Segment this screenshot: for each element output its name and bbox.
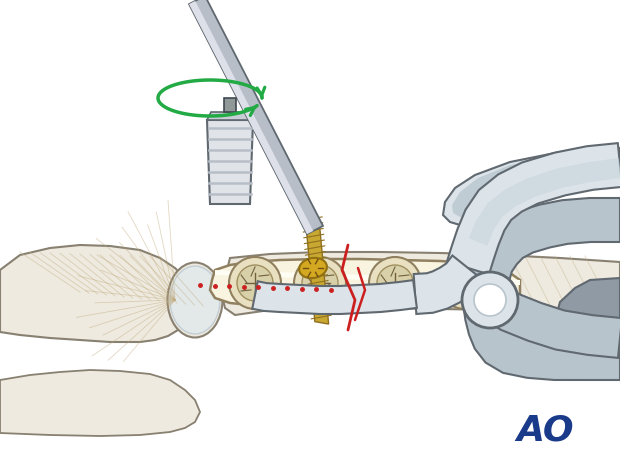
Ellipse shape <box>302 265 338 301</box>
Ellipse shape <box>167 263 223 337</box>
Ellipse shape <box>369 257 421 309</box>
Polygon shape <box>215 270 520 285</box>
Polygon shape <box>480 283 620 358</box>
Polygon shape <box>210 259 520 306</box>
Circle shape <box>462 272 518 328</box>
Text: AO: AO <box>516 413 574 447</box>
Polygon shape <box>224 98 236 112</box>
Polygon shape <box>447 143 620 274</box>
Polygon shape <box>189 1 313 234</box>
Ellipse shape <box>377 265 413 301</box>
Polygon shape <box>463 198 620 380</box>
Ellipse shape <box>229 257 281 309</box>
Ellipse shape <box>447 265 483 301</box>
Ellipse shape <box>170 266 220 334</box>
Polygon shape <box>222 252 620 315</box>
Circle shape <box>474 284 506 316</box>
Polygon shape <box>305 218 329 324</box>
Ellipse shape <box>294 257 346 309</box>
Ellipse shape <box>299 258 327 278</box>
Polygon shape <box>555 278 620 360</box>
Polygon shape <box>443 148 620 225</box>
Polygon shape <box>414 256 484 314</box>
Polygon shape <box>0 245 192 342</box>
Polygon shape <box>252 280 417 314</box>
Polygon shape <box>189 0 323 234</box>
Polygon shape <box>452 155 610 217</box>
Ellipse shape <box>439 257 491 309</box>
Polygon shape <box>207 120 253 204</box>
Polygon shape <box>0 370 200 436</box>
Polygon shape <box>469 158 620 246</box>
Polygon shape <box>207 112 253 120</box>
Ellipse shape <box>237 265 273 301</box>
